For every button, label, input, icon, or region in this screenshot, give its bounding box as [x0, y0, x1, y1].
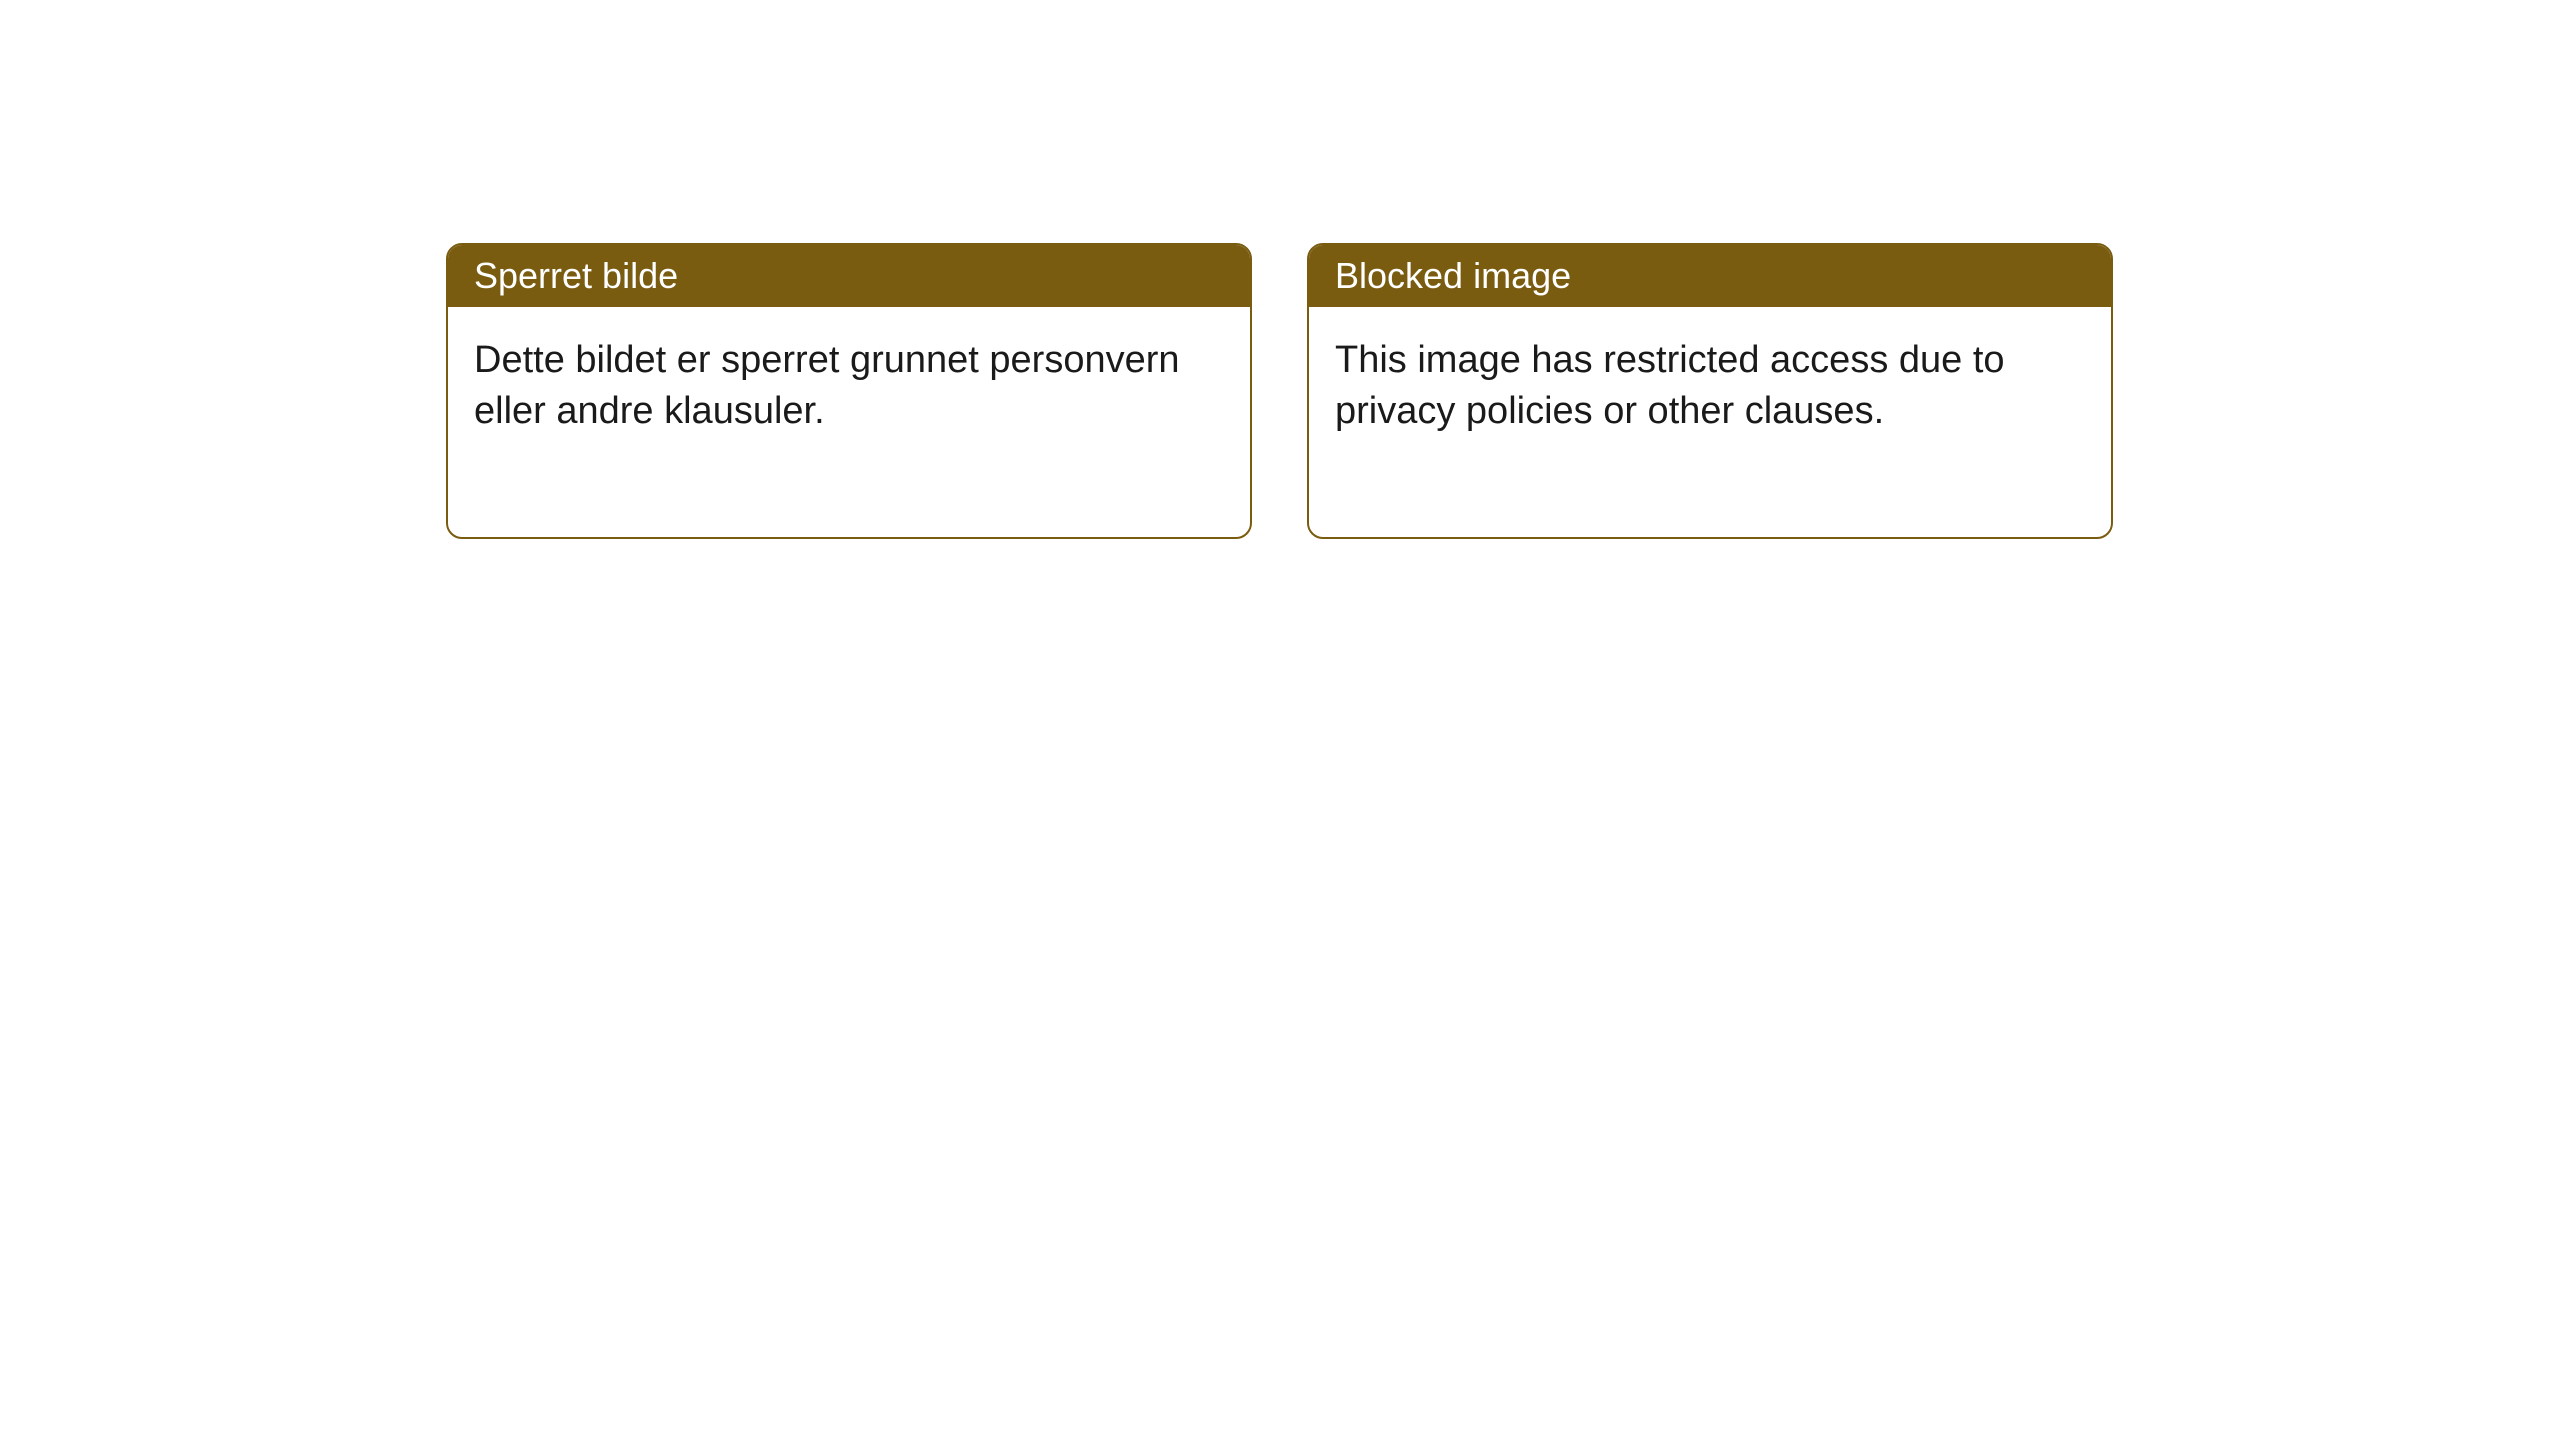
notice-header: Sperret bilde [448, 245, 1250, 307]
notice-card-norwegian: Sperret bilde Dette bildet er sperret gr… [446, 243, 1252, 539]
notice-card-english: Blocked image This image has restricted … [1307, 243, 2113, 539]
notice-title: Sperret bilde [474, 255, 678, 296]
notice-header: Blocked image [1309, 245, 2111, 307]
notice-body: This image has restricted access due to … [1309, 307, 2111, 537]
notices-container: Sperret bilde Dette bildet er sperret gr… [446, 243, 2113, 539]
notice-text: This image has restricted access due to … [1335, 339, 2005, 432]
notice-title: Blocked image [1335, 255, 1571, 296]
notice-text: Dette bildet er sperret grunnet personve… [474, 339, 1180, 432]
notice-body: Dette bildet er sperret grunnet personve… [448, 307, 1250, 537]
